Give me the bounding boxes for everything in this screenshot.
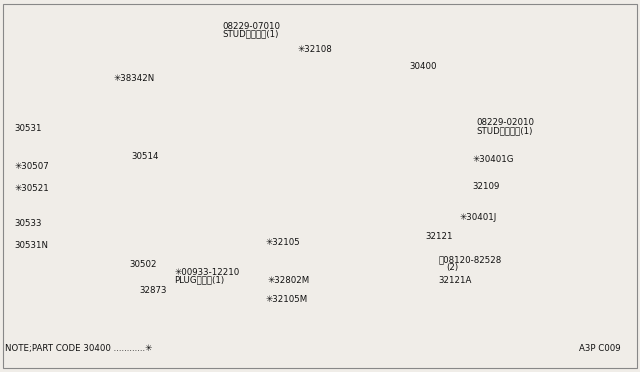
Text: PLUGプラグ(1): PLUGプラグ(1)	[174, 276, 224, 285]
Text: 30514: 30514	[131, 153, 159, 161]
Text: ✳00933-12210: ✳00933-12210	[174, 268, 239, 277]
Text: 30533: 30533	[14, 219, 42, 228]
Text: ✳32802M: ✳32802M	[268, 276, 310, 285]
Text: ✳32105: ✳32105	[266, 238, 300, 247]
Text: 30531N: 30531N	[14, 241, 48, 250]
Text: A3P C009: A3P C009	[579, 344, 621, 353]
Text: ✳38342N: ✳38342N	[114, 74, 155, 83]
Text: Ⓑ08120-82528: Ⓑ08120-82528	[438, 255, 502, 264]
Text: (2): (2)	[447, 263, 459, 272]
Text: 30400: 30400	[410, 62, 437, 71]
Text: 08229-02010: 08229-02010	[477, 118, 535, 127]
Text: 32121A: 32121A	[438, 276, 472, 285]
Text: ✳32108: ✳32108	[298, 45, 332, 54]
Text: 30531: 30531	[14, 124, 42, 133]
Text: ✳32105M: ✳32105M	[266, 295, 308, 304]
Text: 08229-07010: 08229-07010	[222, 22, 280, 31]
Text: STUDスタッド(1): STUDスタッド(1)	[223, 30, 279, 39]
Text: ✳30521: ✳30521	[14, 185, 49, 193]
Text: 32109: 32109	[472, 182, 500, 191]
Text: ✳30401G: ✳30401G	[472, 155, 514, 164]
Text: STUDスタッド(1): STUDスタッド(1)	[477, 126, 533, 135]
Text: ✳30507: ✳30507	[14, 162, 49, 171]
Text: 32121: 32121	[426, 232, 453, 241]
Text: 32873: 32873	[140, 286, 167, 295]
Text: ✳30401J: ✳30401J	[460, 213, 497, 222]
Text: NOTE;PART CODE 30400 ............✳: NOTE;PART CODE 30400 ............✳	[5, 344, 152, 353]
Text: 30502: 30502	[129, 260, 157, 269]
